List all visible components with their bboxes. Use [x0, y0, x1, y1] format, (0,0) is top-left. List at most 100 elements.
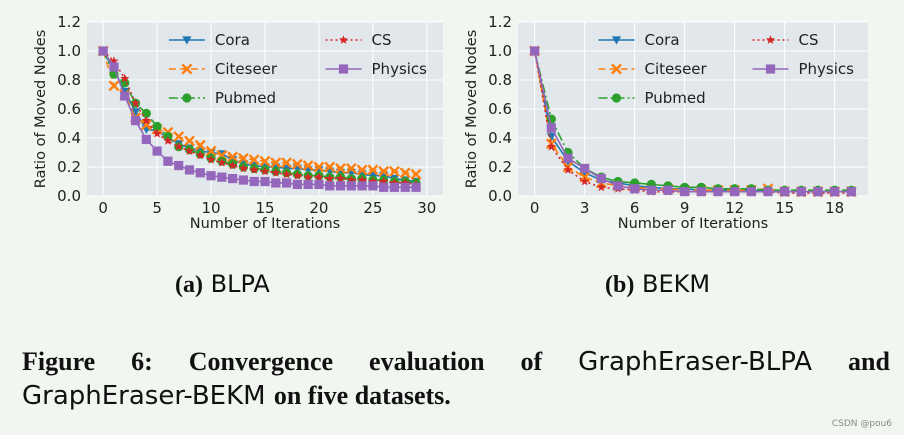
- data-point-citeseer: [291, 158, 303, 170]
- legend-marker-cora: [182, 36, 192, 45]
- data-point-physics: [120, 91, 130, 101]
- data-point-physics: [596, 174, 606, 184]
- y-tick-label: 0.4: [488, 129, 512, 147]
- subcaption-b-name: BEKM: [641, 270, 711, 298]
- data-point-physics: [696, 187, 706, 197]
- data-point-cs: [271, 168, 281, 177]
- legend-marker-cs: [765, 35, 776, 44]
- data-point-citeseer: [356, 164, 368, 176]
- data-point-pubmed: [152, 121, 162, 131]
- y-tick-label: 0.8: [57, 71, 81, 89]
- data-point-cs: [249, 165, 259, 174]
- data-point-physics: [217, 172, 227, 182]
- figure-caption: Figure 6: Convergence evaluation of Grap…: [22, 345, 890, 413]
- caption-method-blpa: GraphEraser-BLPA: [578, 347, 813, 377]
- data-point-citeseer: [108, 80, 120, 92]
- y-axis-label: Ratio of Moved Nodes: [33, 30, 49, 189]
- data-point-physics: [796, 187, 806, 197]
- data-point-physics: [271, 178, 281, 188]
- data-point-cs: [228, 160, 238, 170]
- series-physics: [530, 46, 856, 197]
- subcaption-b-label: (b): [605, 272, 635, 298]
- figure-caption-line-2: GraphEraser-BEKM on five datasets.: [22, 379, 890, 413]
- data-point-physics: [713, 187, 723, 197]
- data-point-physics: [346, 181, 356, 191]
- data-point-physics: [813, 187, 823, 197]
- legend-label-cora: Cora: [645, 31, 680, 49]
- data-point-physics: [411, 182, 421, 192]
- data-point-physics: [580, 163, 590, 174]
- data-point-cs: [346, 175, 356, 184]
- data-point-physics: [780, 187, 790, 197]
- subcaption-a: (a) BLPA: [175, 270, 270, 299]
- chart-blpa: 0.0 0.2 0.4 0.6 0.8 1.0 1.2 0 5 10 15 20 25 30 Number …: [33, 13, 443, 232]
- data-point-citeseer: [324, 161, 336, 173]
- data-point-physics: [206, 171, 216, 181]
- data-point-cs: [563, 165, 573, 174]
- data-point-cs: [282, 169, 292, 179]
- legend-marker-citeseer: [181, 63, 193, 75]
- data-point-physics: [613, 181, 623, 191]
- x-tick-label: 25: [363, 199, 382, 217]
- subcaption-b: (b) BEKM: [605, 270, 710, 299]
- x-tick-label: 15: [255, 199, 274, 217]
- data-point-citeseer: [259, 155, 271, 167]
- caption-tail: on five datasets.: [273, 381, 451, 410]
- data-point-physics: [746, 187, 756, 197]
- data-point-cs: [238, 163, 248, 173]
- data-point-cs: [292, 170, 302, 180]
- caption-word: of: [520, 347, 543, 376]
- data-point-physics: [730, 187, 740, 197]
- chart-bekm: 0.0 0.2 0.4 0.6 0.8 1.0 1.2 0 3 6 9 12 15 18 Number of…: [464, 13, 868, 232]
- data-point-cs: [335, 173, 346, 183]
- data-point-citeseer: [194, 139, 206, 151]
- data-point-physics: [400, 182, 410, 192]
- data-point-cs: [217, 157, 227, 167]
- data-point-citeseer: [367, 164, 379, 176]
- legend-label-physics: Physics: [372, 60, 428, 78]
- x-tick-label: 0: [98, 199, 108, 217]
- data-point-cs: [174, 141, 184, 151]
- data-point-physics: [846, 187, 856, 197]
- charts-canvas: 0.00.20.40.60.81.01.20 5 10 15 20 25 30Number …: [33, 13, 868, 232]
- data-point-pubmed: [141, 108, 151, 118]
- y-tick-label: 0.2: [488, 158, 512, 176]
- data-point-physics: [228, 174, 238, 184]
- data-point-physics: [335, 181, 346, 191]
- data-point-citeseer: [335, 163, 346, 174]
- x-tick-label: 9: [680, 199, 690, 217]
- caption-word: Convergence: [188, 347, 334, 376]
- data-point-cs: [206, 154, 216, 164]
- data-point-physics: [260, 176, 270, 187]
- data-point-physics: [646, 185, 656, 195]
- data-point-citeseer: [302, 160, 314, 171]
- legend-marker-pubmed: [182, 93, 192, 103]
- data-point-cs: [152, 128, 162, 138]
- legend-label-citeseer: Citeseer: [645, 60, 708, 78]
- legend-marker-cs: [338, 35, 349, 44]
- data-point-cs: [184, 146, 195, 155]
- data-point-physics: [98, 46, 108, 56]
- caption-word: Figure: [22, 347, 96, 376]
- data-point-cs: [357, 175, 367, 184]
- y-tick-label: 0.4: [57, 129, 81, 147]
- data-point-citeseer: [205, 145, 217, 157]
- y-tick-label: 0.2: [57, 158, 81, 176]
- caption-word: evaluation: [369, 347, 485, 376]
- data-point-physics: [163, 156, 173, 166]
- data-point-cs: [163, 136, 173, 145]
- data-point-physics: [630, 184, 640, 194]
- data-point-physics: [174, 160, 184, 171]
- y-tick-label: 1.0: [57, 42, 81, 60]
- x-tick-label: 6: [630, 199, 640, 217]
- legend-label-pubmed: Pubmed: [645, 89, 706, 107]
- y-tick-label: 0.0: [488, 187, 512, 205]
- x-tick-label: 15: [775, 199, 794, 217]
- data-point-physics: [195, 168, 205, 178]
- data-point-physics: [663, 185, 673, 195]
- y-tick-label: 1.2: [488, 13, 512, 31]
- data-point-cora: [206, 148, 216, 158]
- data-point-citeseer: [270, 157, 282, 169]
- data-point-physics: [563, 153, 573, 163]
- figure-caption-line-1: Figure 6: Convergence evaluation of Grap…: [22, 345, 890, 379]
